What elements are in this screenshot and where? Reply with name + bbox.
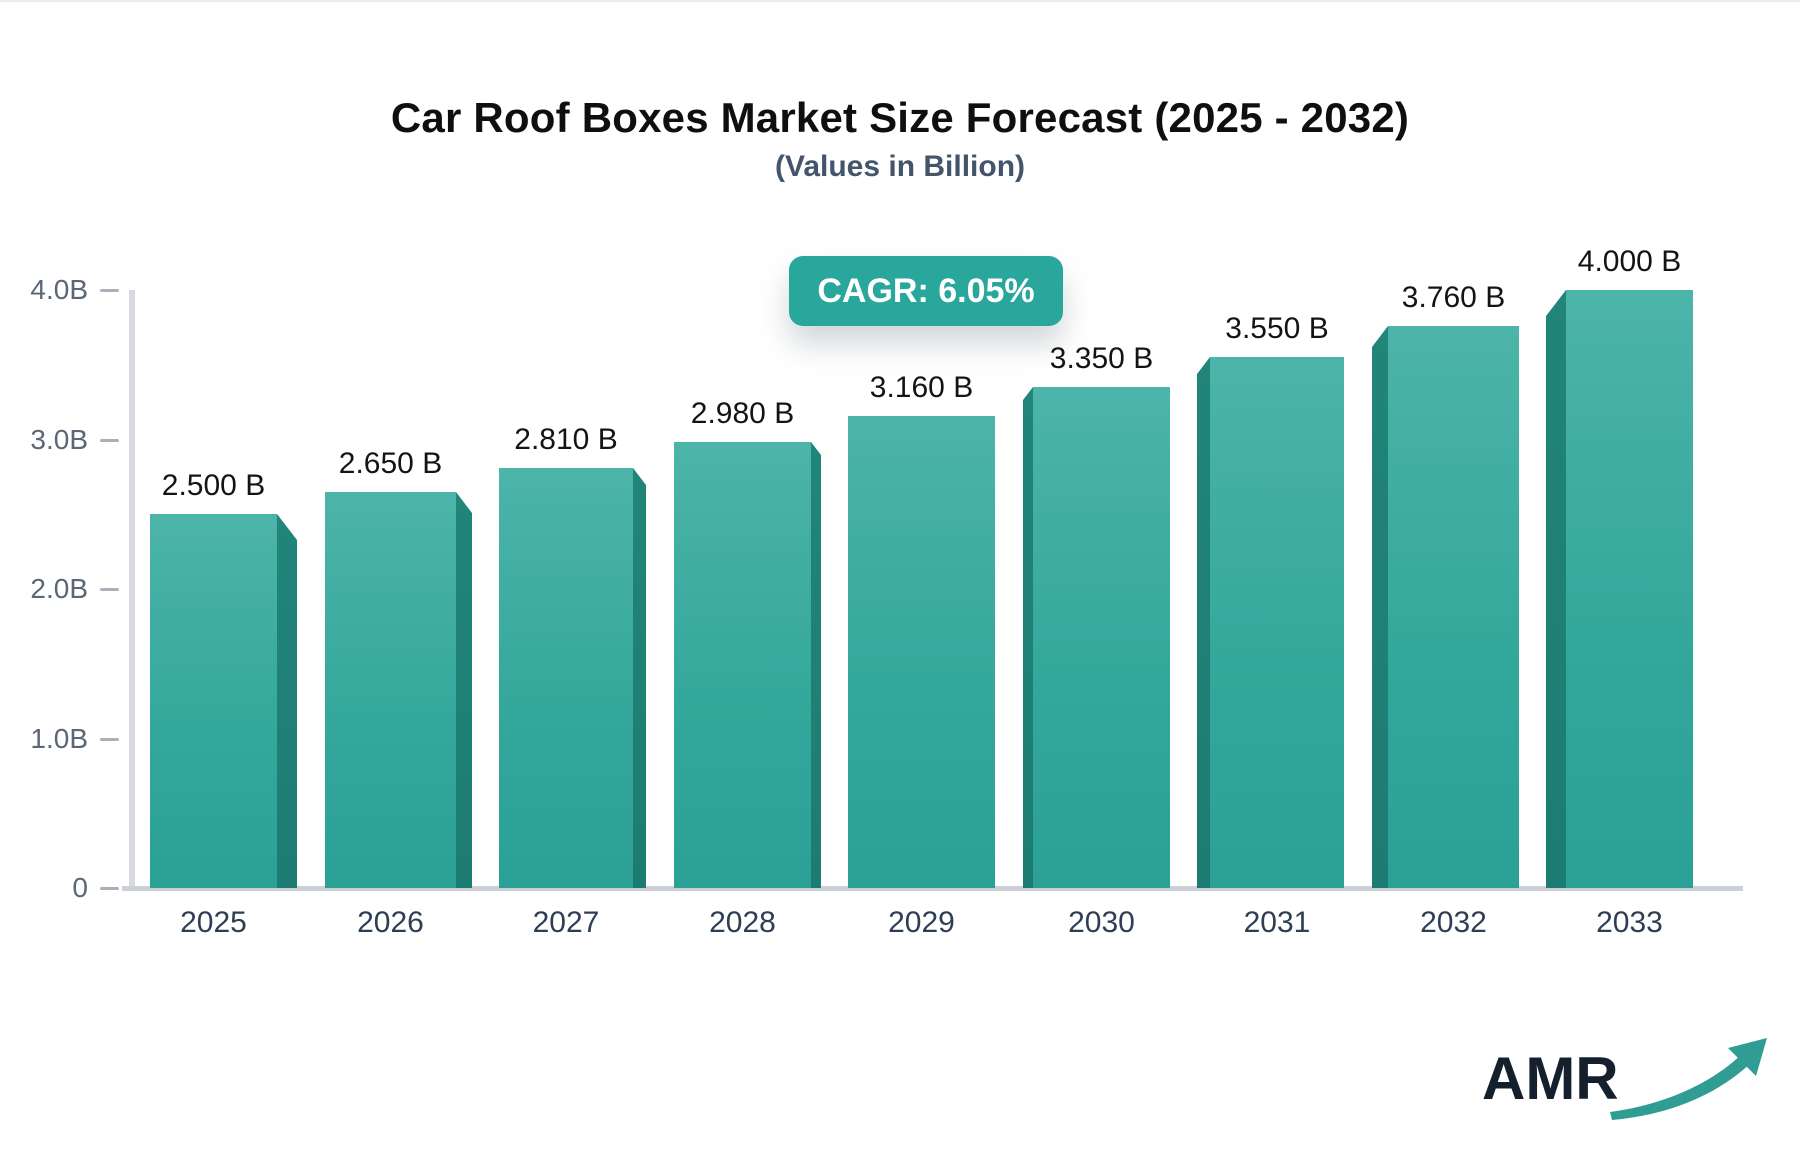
bar-value-label: 2.500 B (161, 469, 266, 502)
bar-side-face (456, 492, 472, 888)
bar-2030 (1023, 387, 1170, 888)
y-axis-tick-mark (100, 887, 119, 890)
x-axis-label: 2027 (532, 906, 600, 939)
bar-side-face (1546, 290, 1566, 888)
bar-side-face (1023, 387, 1033, 888)
bar-value-label: 2.980 B (690, 397, 795, 430)
bar-2026 (325, 492, 472, 888)
chart-subtitle: (Values in Billion) (774, 150, 1026, 183)
y-axis-tick-label: 4.0B (30, 274, 88, 305)
y-axis-tick-label: 0 (72, 872, 88, 903)
bar-side-face (633, 468, 646, 888)
bar-2029 (848, 416, 995, 888)
y-axis-tick-mark (100, 438, 119, 442)
bar-2027 (499, 468, 646, 888)
bar-face (325, 492, 456, 888)
bar-2025 (150, 514, 297, 888)
bar-face (150, 514, 277, 888)
bar-face (1210, 357, 1344, 888)
bar-face (499, 468, 633, 888)
bar-face (1388, 326, 1519, 888)
bar-2031 (1197, 357, 1344, 888)
y-axis-tick-label: 3.0B (30, 423, 88, 455)
x-axis-label: 2026 (357, 906, 424, 939)
amr-logo: AMR (1482, 1030, 1767, 1130)
bar-value-label: 3.550 B (1225, 312, 1329, 345)
bar-side-face (1372, 326, 1388, 888)
bar-side-face (277, 514, 297, 888)
y-axis-tick-mark (100, 737, 119, 741)
bar-face (1566, 290, 1693, 888)
bar-side-face (1197, 357, 1210, 888)
y-axis-line (129, 290, 135, 888)
chart-title: Car Roof Boxes Market Size Forecast (202… (390, 94, 1410, 141)
y-axis-tick-label: 2.0B (30, 573, 88, 604)
bar-side-face (811, 442, 821, 888)
bar-face (674, 442, 811, 888)
x-axis-label: 2033 (1596, 906, 1663, 939)
x-axis-label: 2032 (1420, 906, 1487, 939)
amr-logo-text: AMR (1482, 1045, 1619, 1112)
bar-value-label: 3.760 B (1401, 281, 1506, 314)
y-axis-tick-mark (100, 588, 119, 591)
bar-face (848, 416, 995, 888)
y-axis-tick-mark (100, 289, 119, 292)
x-axis-label: 2025 (180, 906, 247, 939)
x-axis-label: 2031 (1243, 906, 1311, 939)
growth-arrow-icon (1610, 1038, 1767, 1120)
bar-face (1033, 387, 1170, 888)
bar-value-label: 2.810 B (514, 423, 618, 456)
x-axis-label: 2030 (1068, 906, 1135, 939)
y-axis-tick-label: 1.0B (30, 722, 88, 754)
x-axis-label: 2028 (709, 906, 776, 939)
bar-value-label: 2.650 B (338, 447, 443, 480)
bar-value-label: 4.000 B (1577, 245, 1682, 278)
bar-2028 (674, 442, 821, 888)
x-axis-line (122, 886, 1743, 891)
cagr-badge: CAGR: 6.05% (789, 256, 1063, 326)
bar-2033 (1546, 290, 1693, 888)
x-axis-label: 2029 (888, 906, 955, 939)
bar-value-label: 3.160 B (869, 371, 974, 404)
bar-2032 (1372, 326, 1519, 888)
bar-value-label: 3.350 B (1049, 342, 1154, 375)
